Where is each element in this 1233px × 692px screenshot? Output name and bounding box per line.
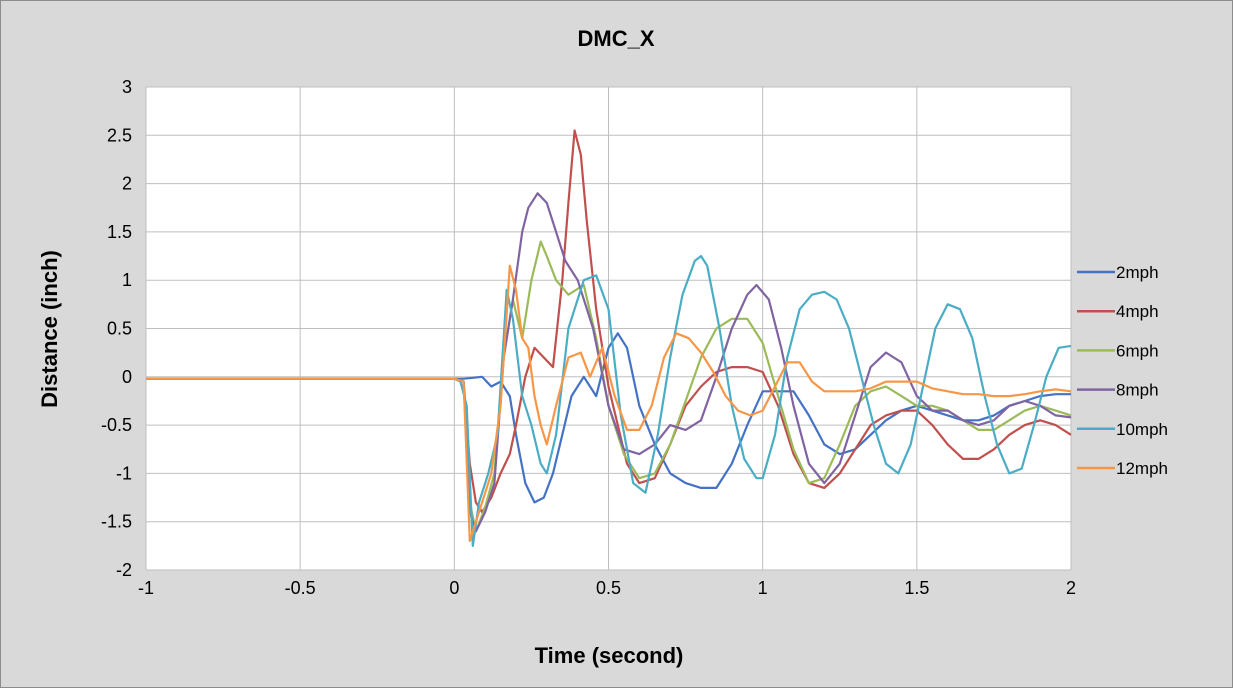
legend-label: 6mph [1116, 341, 1159, 360]
legend-label: 4mph [1116, 302, 1159, 321]
x-tick-label: 1 [758, 578, 768, 598]
y-tick-label: 0.5 [107, 319, 132, 339]
x-tick-labels: -1 -0.5 0 0.5 1 1.5 2 [138, 578, 1076, 598]
y-tick-label: 2 [122, 174, 132, 194]
series-line-2mph [146, 332, 1071, 504]
y-tick-label: 3 [122, 77, 132, 97]
y-axis-label: Distance (inch) [37, 250, 62, 408]
y-tick-label: 2.5 [107, 125, 132, 145]
legend-label: 2mph [1116, 263, 1159, 282]
x-tick-label: 1.5 [904, 578, 929, 598]
legend-label: 8mph [1116, 381, 1159, 400]
gridlines [145, 86, 1072, 571]
legend-label: 12mph [1116, 459, 1168, 478]
y-tick-label: -1.5 [101, 512, 132, 532]
y-tick-label: -1 [116, 463, 132, 483]
y-tick-label: 1 [122, 270, 132, 290]
series-lines [146, 129, 1072, 547]
x-tick-label: -0.5 [285, 578, 316, 598]
x-tick-label: 2 [1066, 578, 1076, 598]
y-tick-label: 0 [122, 367, 132, 387]
legend-label: 10mph [1116, 420, 1168, 439]
x-tick-label: -1 [138, 578, 154, 598]
series-line-10mph [146, 255, 1072, 547]
y-tick-label: -0.5 [101, 415, 132, 435]
legend: 2mph 4mph 6mph 8mph 10mph 12mph [1077, 263, 1168, 478]
y-tick-label: -2 [116, 560, 132, 580]
chart-title: DMC_X [577, 26, 654, 51]
x-tick-label: 0.5 [596, 578, 621, 598]
x-tick-label: 0 [449, 578, 459, 598]
y-tick-label: 1.5 [107, 222, 132, 242]
y-tick-labels: -2 -1.5 -1 -0.5 0 0.5 1 1.5 2 2.5 3 [101, 77, 132, 580]
series-line-12mph [146, 264, 1072, 543]
x-axis-label: Time (second) [535, 643, 684, 668]
